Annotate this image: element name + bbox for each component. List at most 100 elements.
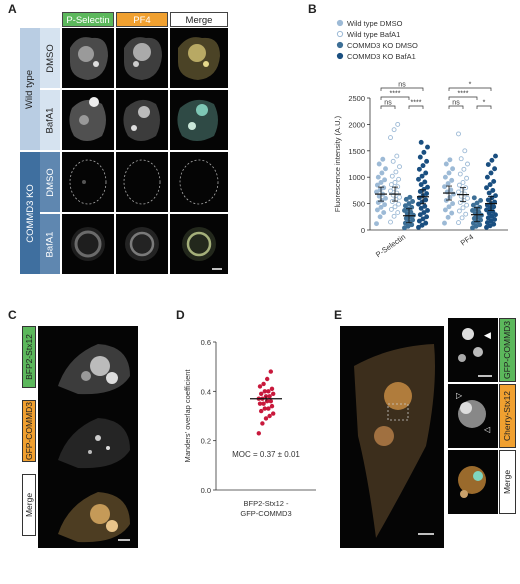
data-point <box>391 213 397 219</box>
data-point <box>461 166 467 172</box>
data-point <box>395 121 401 127</box>
data-point <box>423 220 429 226</box>
data-point <box>484 185 489 191</box>
data-point <box>410 217 416 223</box>
data-point <box>374 182 380 188</box>
channel-label-e-merge: Merge <box>499 450 516 514</box>
significance-bracket <box>448 96 478 100</box>
data-point <box>463 211 469 217</box>
micrograph-wt-dmso-merge <box>170 28 228 88</box>
data-point <box>257 384 263 389</box>
significance-label: * <box>483 100 486 107</box>
y-tick-label: 2500 <box>348 94 365 103</box>
x-tick-label: P-Selectin <box>374 232 407 259</box>
data-point <box>493 153 498 159</box>
data-point <box>259 408 264 414</box>
y-tick-label: 0 <box>361 226 365 235</box>
significance-bracket <box>380 87 424 91</box>
group-label-wild-type: Wild type <box>20 28 40 150</box>
data-point <box>267 413 272 419</box>
data-point <box>269 403 275 409</box>
micrograph-ko-bafa1-pselectin <box>62 214 114 274</box>
data-point <box>419 173 425 179</box>
micrograph-e-merge <box>448 450 498 514</box>
data-point <box>491 204 497 210</box>
legend-marker <box>336 19 344 27</box>
data-point <box>450 201 456 207</box>
channel-label-gfp-commd3: GFP-COMMD3 <box>22 400 36 462</box>
legend-marker <box>336 30 344 38</box>
column-header-merge: Merge <box>170 12 228 27</box>
data-point <box>456 208 462 214</box>
data-point <box>382 177 388 183</box>
significance-label: ns <box>398 82 406 89</box>
data-point <box>456 220 461 226</box>
data-point <box>419 222 425 228</box>
moc-annotation: MOC = 0.37 ± 0.01 <box>232 450 300 459</box>
data-point <box>396 201 402 207</box>
row-label-ko-bafa1: BafA1 <box>40 214 60 274</box>
micrograph-c-bfp2-stx12 <box>38 326 138 400</box>
significance-bracket <box>448 87 492 91</box>
row-label-wt-dmso: DMSO <box>40 28 60 88</box>
legend-entry: Wild type BafA1 <box>347 30 400 39</box>
data-point <box>417 154 423 160</box>
data-point <box>493 193 498 199</box>
data-point <box>269 386 275 392</box>
svg-text:◀: ◀ <box>484 330 491 340</box>
micrograph-wt-dmso-pselectin <box>62 28 114 88</box>
significance-label: **** <box>458 91 469 98</box>
data-point <box>445 214 451 220</box>
data-point <box>257 401 263 406</box>
legend-marker <box>336 52 344 60</box>
data-point <box>403 196 409 202</box>
svg-text:◁: ◁ <box>484 425 491 434</box>
data-point <box>487 182 493 188</box>
data-point <box>421 210 427 216</box>
y-tick-label: 1500 <box>348 147 365 156</box>
data-point <box>416 218 422 224</box>
data-point <box>391 127 397 133</box>
data-point <box>492 166 498 172</box>
column-header-pselectin: P-Selectin <box>62 12 114 27</box>
row-label-ko-dmso: DMSO <box>40 152 60 212</box>
data-point <box>458 156 464 162</box>
micrograph-ko-dmso-pselectin <box>62 152 114 212</box>
panel-label-b: B <box>308 2 317 16</box>
data-point <box>375 200 381 205</box>
channel-label-merge-c: Merge <box>22 474 36 536</box>
panel-label-a: A <box>8 2 17 16</box>
data-point <box>470 202 476 208</box>
data-point <box>490 187 496 193</box>
significance-label: ns <box>452 100 460 107</box>
data-point <box>396 176 402 182</box>
significance-bracket <box>380 105 396 109</box>
data-point <box>265 376 270 382</box>
micrograph-e-gfp-commd3: ◀ <box>448 318 498 382</box>
data-point <box>459 215 465 221</box>
data-point <box>450 166 456 172</box>
data-point <box>268 399 273 404</box>
data-point <box>410 199 416 204</box>
data-point <box>416 176 421 182</box>
data-point <box>493 212 498 218</box>
data-point <box>390 158 396 164</box>
row-label-wt-bafa1: BafA1 <box>40 90 60 150</box>
panel-label-c: C <box>8 308 17 322</box>
data-point <box>388 188 393 194</box>
data-point <box>425 184 430 190</box>
data-point <box>375 174 381 180</box>
legend-entry: COMMD3 KO BafA1 <box>347 52 416 61</box>
significance-bracket <box>476 105 492 109</box>
data-point <box>266 389 271 394</box>
data-point <box>383 166 388 172</box>
data-point <box>261 381 266 387</box>
data-point <box>422 179 428 185</box>
data-point <box>488 170 494 176</box>
data-point <box>402 203 408 209</box>
y-tick-label: 2000 <box>348 120 365 129</box>
data-point <box>442 184 447 190</box>
micrograph-ko-bafa1-pf4 <box>116 214 168 274</box>
data-point <box>388 206 394 212</box>
data-point <box>446 204 452 210</box>
